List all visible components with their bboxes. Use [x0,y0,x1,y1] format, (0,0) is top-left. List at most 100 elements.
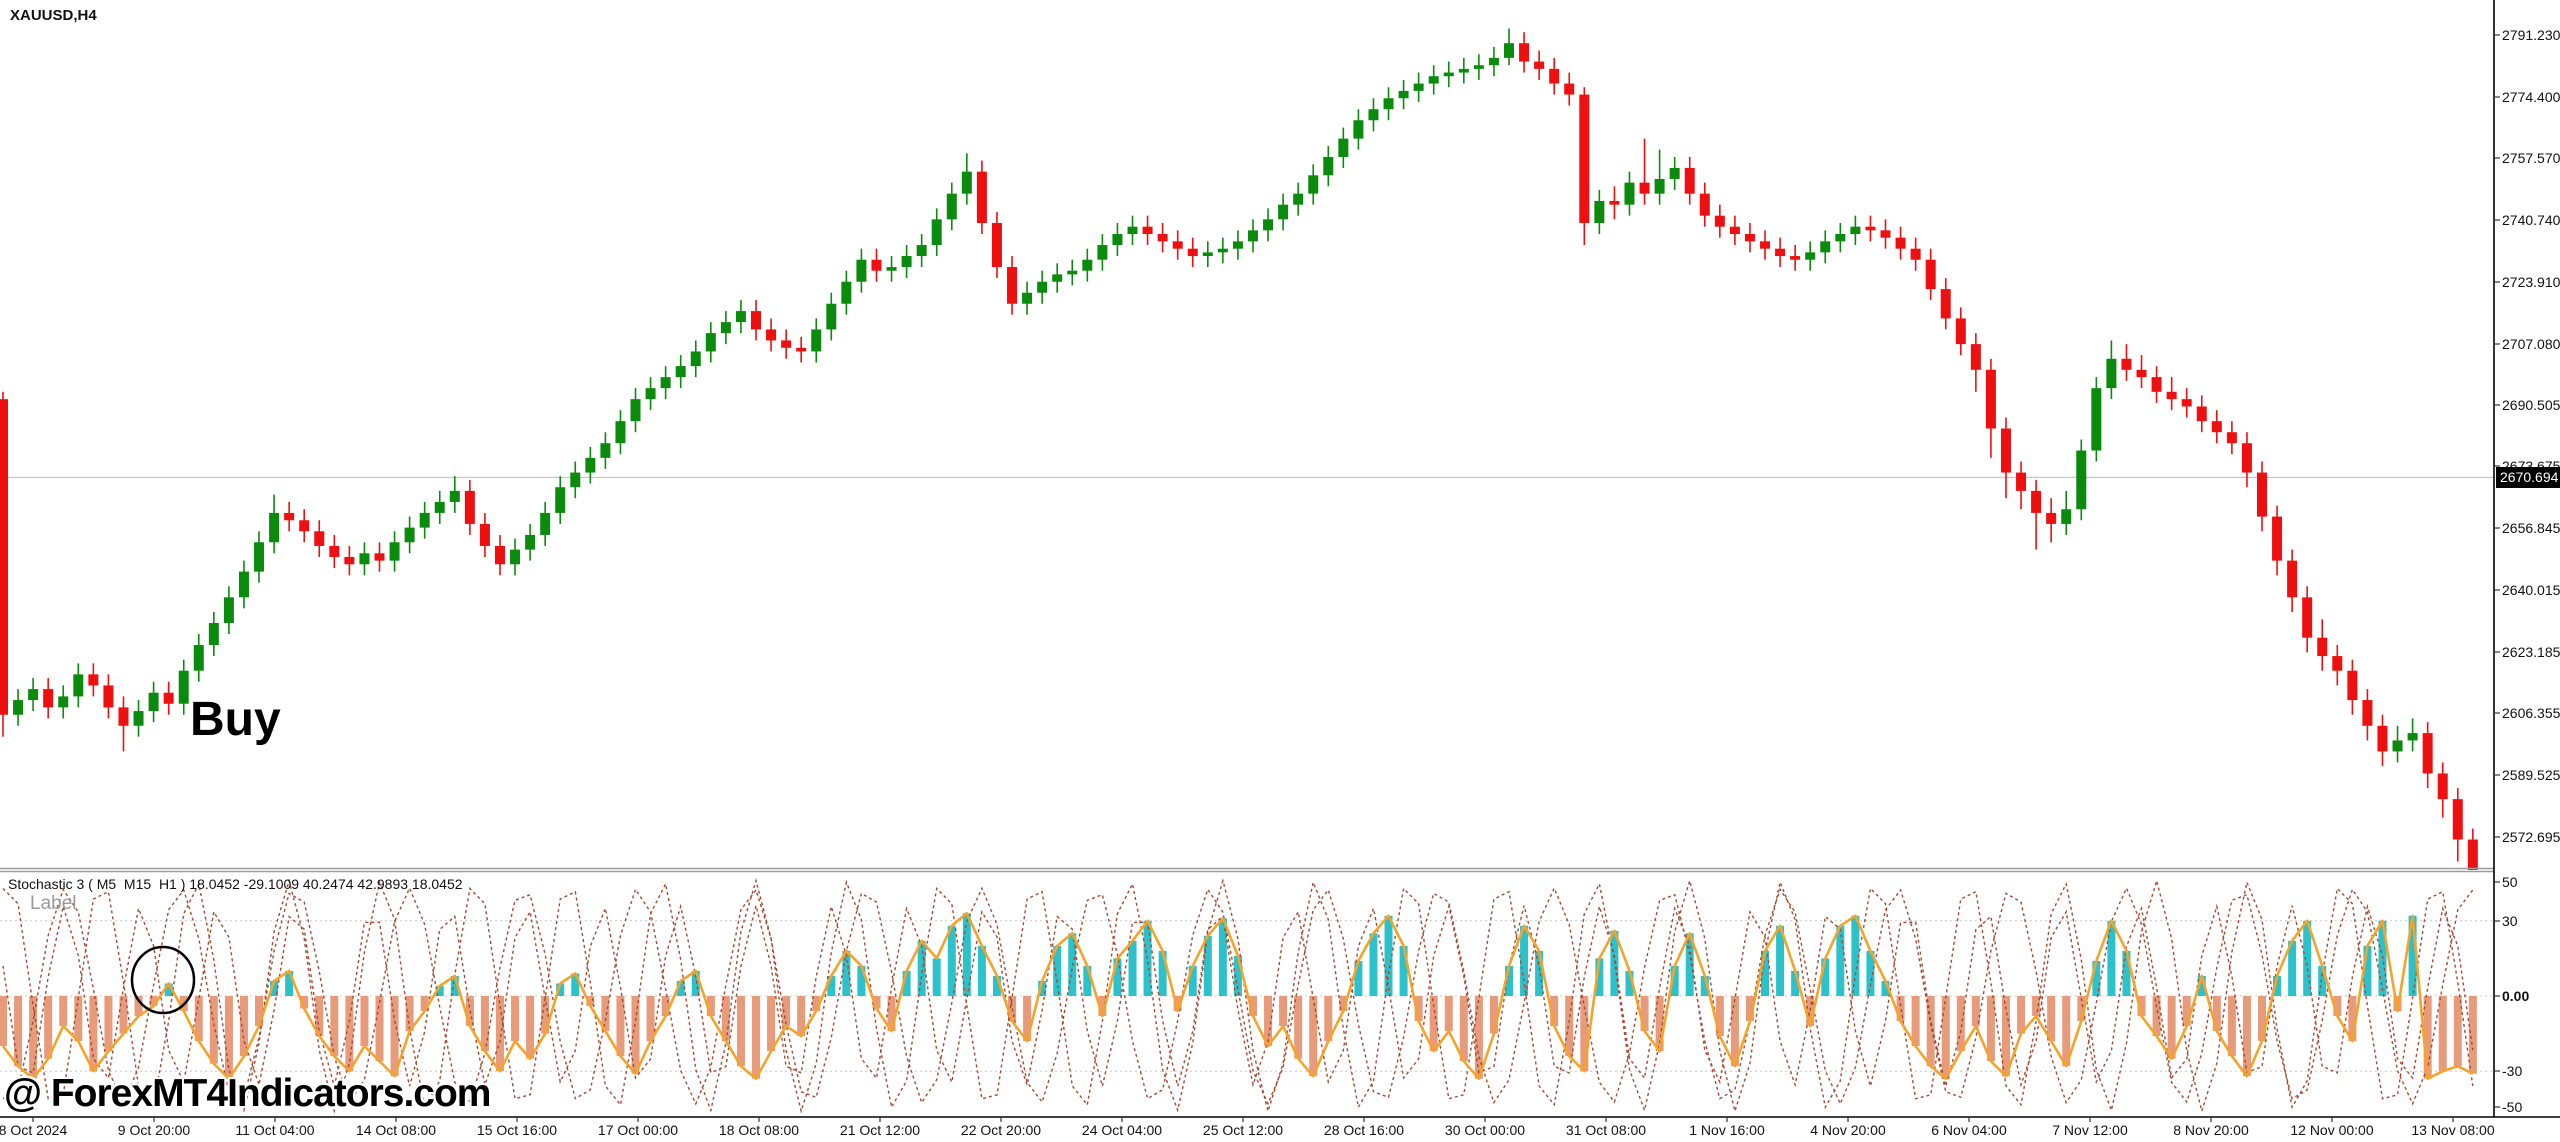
time-axis-label: 17 Oct 00:00 [597,1122,679,1138]
bull-candle [238,571,249,598]
bear-candle [2016,472,2027,491]
stoch-bar-up [1851,915,1860,996]
bull-candle [735,311,746,323]
bull-candle [1413,83,1424,91]
stoch-bar-down [104,996,113,1052]
bull-candle [419,512,430,528]
stoch-bar-down [887,996,896,1032]
stoch-bar-down [706,996,715,1017]
bull-candle [645,388,656,400]
time-axis-label: 21 Oct 12:00 [839,1122,921,1138]
bull-candle [690,351,701,367]
stoch-bar-up [1233,955,1242,996]
stoch-bar-down [541,996,550,1034]
bear-candle [1880,230,1891,238]
watermark-text: @ ForexMT4Indicators.com [4,1072,491,1115]
stoch-bar-up [1866,950,1875,996]
stoch-bar-up [842,950,851,996]
stoch-bar-down [721,996,730,1042]
bear-candle [871,259,882,271]
bull-candle [1805,252,1816,260]
stoch-bar-down [149,996,158,1007]
bull-candle [13,700,24,715]
stoch-bar-up [2318,965,2327,996]
bull-candle [1835,234,1846,242]
stoch-bar-up [1685,933,1694,996]
bear-candle [0,399,8,715]
stoch-bar-up [435,985,444,996]
bear-candle [314,531,325,546]
bull-candle [931,219,942,246]
bear-candle [1895,237,1906,249]
bull-candle [2076,450,2087,510]
bear-candle [163,692,174,704]
bear-candle [1609,200,1620,205]
stoch-bar-down [1414,996,1423,1022]
bear-candle [1549,68,1560,84]
bull-candle [856,259,867,282]
bull-candle [58,696,69,708]
stoch-bar-down [752,996,760,1079]
bull-candle [1127,226,1138,235]
bull-candle [525,534,536,550]
stoch-bar-down [1580,996,1589,1072]
time-axis-label: 8 Nov 20:00 [2173,1122,2249,1138]
bull-candle [28,689,39,701]
candlestick-plot[interactable] [0,28,2478,899]
bear-candle [1925,259,1936,290]
stoch-bar-down [2167,996,2176,1059]
bear-candle [2121,358,2132,370]
stoch-bar-down [586,996,595,1007]
price-axis-label: 2656.845 [2502,520,2560,536]
bull-candle [1278,204,1289,220]
stoch-bar-down [59,996,68,1027]
stoch-bar-up [1821,958,1830,996]
bear-candle [2257,472,2267,517]
current-price-tag: 2670.694 [2496,467,2560,488]
bear-candle [1970,344,1981,370]
stoch-bar-down [1309,996,1318,1077]
bear-candle [2287,560,2298,598]
bull-candle [1067,270,1078,275]
bull-candle [1820,241,1831,253]
bear-candle [1910,248,1921,260]
stoch-bar-down [2227,996,2236,1057]
stoch-bar-up [1761,950,1770,996]
stoch-bar-down [2468,996,2477,1074]
bull-candle [208,623,219,646]
bear-candle [374,553,385,561]
stoch-bar-down [14,996,23,1067]
bear-candle [1714,215,1725,227]
bear-candle [1534,61,1545,69]
bull-candle [223,597,234,624]
stoch-bar-up [1535,950,1544,996]
stoch-bar-down [767,996,776,1052]
bear-candle [1172,241,1183,249]
bear-candle [299,520,310,532]
stoch-bar-up [1791,970,1800,996]
stoch-bar-down [1715,996,1724,1037]
price-axis-label: 2774.400 [2502,89,2560,105]
time-axis-label: 22 Oct 20:00 [960,1122,1042,1138]
bear-candle [2196,406,2207,422]
bull-candle [1443,72,1454,77]
time-axis-label: 8 Oct 2024 [0,1122,68,1138]
bull-candle [404,527,415,543]
indicator-axis-label: 30 [2502,913,2518,929]
stoch-bar-up [2107,920,2116,996]
indicator-label-text: Label [30,893,77,914]
stoch-bar-up [2092,960,2101,996]
bull-candle [193,645,204,671]
stoch-bar-down [345,996,354,1072]
bear-candle [2302,597,2313,638]
stoch-bar-down [2032,996,2041,1017]
bull-candle [675,366,686,378]
bull-candle [1082,259,1093,271]
stoch-bar-down [315,996,324,1037]
bull-candle [1112,234,1123,246]
bull-candle [510,549,521,565]
stochastic-plot[interactable] [0,878,2494,1114]
stoch-bar-up [917,940,926,996]
stoch-bar-down [2182,996,2191,1027]
bear-candle [2241,443,2252,473]
